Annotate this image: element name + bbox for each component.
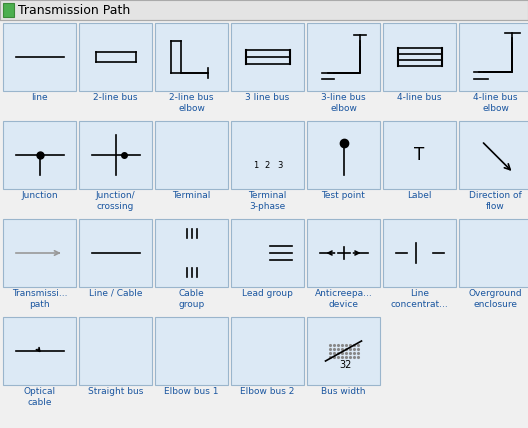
Bar	[231, 317, 304, 385]
Bar	[155, 219, 228, 287]
Bar	[307, 23, 380, 91]
Bar	[459, 121, 528, 189]
Bar	[231, 23, 304, 91]
Text: Line / Cable: Line / Cable	[89, 289, 142, 298]
Bar	[155, 317, 228, 385]
Bar	[0, 0, 528, 20]
Bar	[307, 23, 380, 91]
Bar	[383, 23, 456, 91]
Bar	[155, 121, 228, 189]
Text: Optical
cable: Optical cable	[23, 387, 55, 407]
Text: Straight bus: Straight bus	[88, 387, 143, 396]
Text: Terminal: Terminal	[172, 191, 211, 200]
Bar	[231, 121, 304, 189]
Text: Transmissi...
path: Transmissi... path	[12, 289, 67, 309]
FancyArrow shape	[255, 337, 260, 365]
Text: 4-line bus
elbow: 4-line bus elbow	[473, 93, 518, 113]
Text: T: T	[414, 146, 425, 164]
Bar	[79, 121, 152, 189]
Bar	[79, 121, 152, 189]
Bar	[79, 23, 152, 91]
Bar	[307, 121, 380, 189]
Bar	[79, 23, 152, 91]
Bar	[485, 238, 506, 268]
Bar	[3, 3, 14, 17]
Bar	[3, 317, 76, 385]
Bar	[155, 317, 228, 385]
Bar	[3, 121, 76, 189]
Bar	[459, 121, 528, 189]
Text: Junction: Junction	[21, 191, 58, 200]
Text: 3-line bus
elbow: 3-line bus elbow	[321, 93, 366, 113]
Bar	[155, 23, 228, 91]
Bar	[307, 121, 380, 189]
Bar	[459, 23, 528, 91]
Text: Test point: Test point	[322, 191, 365, 200]
Text: Lead group: Lead group	[242, 289, 293, 298]
Text: Line
concentrat...: Line concentrat...	[391, 289, 448, 309]
Text: Elbow bus 2: Elbow bus 2	[240, 387, 295, 396]
Text: 2-line bus
elbow: 2-line bus elbow	[169, 93, 214, 113]
Bar	[3, 317, 76, 385]
Text: 32: 32	[340, 360, 352, 370]
Bar	[3, 219, 76, 287]
Text: Overground
enclosure: Overground enclosure	[469, 289, 522, 309]
FancyArrow shape	[195, 337, 208, 367]
Text: 4-line bus: 4-line bus	[397, 93, 442, 102]
Bar	[3, 121, 76, 189]
Bar	[231, 121, 304, 189]
Bar	[3, 219, 76, 287]
Text: 1: 1	[253, 160, 258, 169]
Bar	[79, 219, 152, 287]
Text: line: line	[31, 93, 48, 102]
Bar	[383, 23, 456, 91]
Bar	[3, 23, 76, 91]
Text: 2-line bus: 2-line bus	[93, 93, 138, 102]
Bar	[79, 317, 152, 385]
Bar	[231, 317, 304, 385]
Text: Junction/
crossing: Junction/ crossing	[96, 191, 135, 211]
Text: Transmission Path: Transmission Path	[18, 3, 130, 17]
Text: 3 line bus: 3 line bus	[246, 93, 290, 102]
Bar	[383, 219, 456, 287]
Text: Terminal
3-phase: Terminal 3-phase	[248, 191, 287, 211]
Bar	[307, 219, 380, 287]
Bar	[459, 219, 528, 287]
Bar	[307, 317, 380, 385]
Bar	[79, 317, 152, 385]
Text: 2: 2	[265, 160, 270, 169]
Text: Elbow bus 1: Elbow bus 1	[164, 387, 219, 396]
Bar	[231, 23, 304, 91]
Text: Anticreepa...
device: Anticreepa... device	[315, 289, 372, 309]
Bar	[307, 317, 380, 385]
Text: Direction of
flow: Direction of flow	[469, 191, 522, 211]
Bar	[307, 219, 380, 287]
Bar	[231, 219, 304, 287]
Bar	[459, 219, 528, 287]
Bar	[79, 219, 152, 287]
FancyArrow shape	[108, 329, 122, 365]
Text: Bus width: Bus width	[321, 387, 366, 396]
Bar	[459, 23, 528, 91]
Bar	[155, 23, 228, 91]
Bar	[231, 219, 304, 287]
Text: Cable
group: Cable group	[178, 289, 205, 309]
Bar	[155, 121, 228, 189]
Bar	[3, 23, 76, 91]
Bar	[383, 121, 456, 189]
Text: 3: 3	[277, 160, 282, 169]
Bar	[383, 121, 456, 189]
Bar	[383, 219, 456, 287]
FancyArrow shape	[256, 330, 289, 344]
Bar	[155, 219, 228, 287]
Text: Label: Label	[407, 191, 432, 200]
